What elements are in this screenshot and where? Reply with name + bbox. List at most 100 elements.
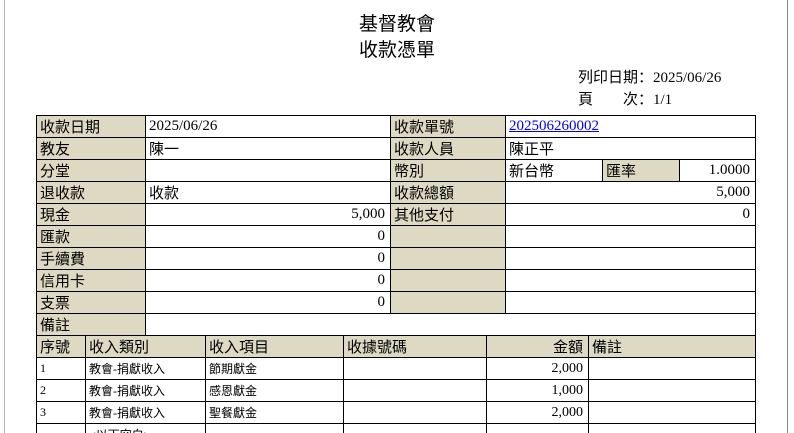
empty-label-cell [390, 269, 506, 292]
check-value: 0 [145, 291, 391, 314]
page-edge-left [4, 0, 5, 433]
detail-row-blank: <以下空白> [36, 423, 756, 433]
col-header-item: 收入項目 [205, 335, 344, 358]
detail-amount [486, 423, 589, 433]
empty-value-cell [504, 247, 757, 270]
currency-value: 新台幣 [505, 159, 603, 182]
table-row: 信用卡 0 [36, 269, 757, 292]
cash-value: 5,000 [145, 203, 391, 226]
page-edge-right [787, 0, 788, 433]
collector-value: 陳正平 [504, 137, 757, 160]
print-date-value: 2025/06/26 [653, 70, 722, 86]
col-header-category: 收入類別 [85, 335, 206, 358]
branch-label: 分堂 [36, 159, 146, 182]
table-row: 退收款 收款 收款總額 5,000 [36, 181, 757, 204]
detail-receipt-no [343, 379, 487, 402]
org-name: 基督教會 [358, 14, 435, 35]
check-label: 支票 [36, 291, 146, 314]
detail-item [205, 423, 344, 433]
table-row: 備註 [36, 313, 757, 336]
other-pay-value: 0 [504, 203, 757, 226]
detail-header-row: 序號 收入類別 收入項目 收據號碼 金額 備註 [36, 335, 756, 358]
other-pay-label: 其他支付 [390, 203, 506, 226]
fee-value: 0 [145, 247, 391, 270]
credit-card-label: 信用卡 [36, 269, 146, 292]
detail-no: 2 [36, 379, 86, 402]
member-label: 教友 [36, 137, 146, 160]
table-row: 支票 0 [36, 291, 757, 314]
detail-note [588, 379, 756, 402]
print-date-label: 列印日期： [578, 70, 654, 86]
branch-value [145, 159, 391, 182]
refund-label: 退收款 [36, 181, 146, 204]
page-number-label: 頁 次： [578, 92, 654, 108]
credit-card-value: 0 [145, 269, 391, 292]
detail-amount: 1,000 [486, 379, 589, 402]
print-info: 列印日期：2025/06/26 頁 次：1/1 [578, 67, 721, 111]
detail-no [36, 423, 86, 433]
note-value [144, 313, 757, 336]
col-header-amount: 金額 [486, 335, 589, 358]
collector-label: 收款人員 [390, 137, 506, 160]
table-row: 收款日期 2025/06/26 收款單號 202506260002 [36, 115, 757, 138]
receipt-date-label: 收款日期 [36, 115, 146, 138]
receipt-no-cell: 202506260002 [504, 115, 757, 138]
page-title: 基督教會 收款憑單 [0, 12, 794, 64]
total-label: 收款總額 [390, 181, 506, 204]
receipt-date-value: 2025/06/26 [145, 115, 391, 138]
table-row: 現金 5,000 其他支付 0 [36, 203, 757, 226]
page-number-value: 1/1 [653, 92, 673, 108]
fee-label: 手續費 [36, 247, 146, 270]
detail-receipt-no [343, 423, 487, 433]
empty-label-cell [390, 291, 506, 314]
refund-value: 收款 [145, 181, 391, 204]
receipt-info-table: 收款日期 2025/06/26 收款單號 202506260002 教友 陳一 … [36, 115, 757, 336]
receipt-no-label: 收款單號 [390, 115, 506, 138]
remittance-value: 0 [145, 225, 391, 248]
remittance-label: 匯款 [36, 225, 146, 248]
rate-value: 1.0000 [678, 159, 757, 182]
member-value: 陳一 [145, 137, 391, 160]
detail-category: 教會-捐獻收入 [85, 401, 206, 424]
detail-receipt-no [343, 401, 487, 424]
table-row: 匯款 0 [36, 225, 757, 248]
detail-note [588, 423, 756, 433]
col-header-receipt-no: 收據號碼 [343, 335, 487, 358]
detail-item: 聖餐獻金 [205, 401, 344, 424]
detail-item: 節期獻金 [205, 357, 344, 380]
detail-category: 教會-捐獻收入 [85, 379, 206, 402]
note-label: 備註 [36, 313, 146, 336]
detail-category: <以下空白> [85, 423, 206, 433]
detail-receipt-no [343, 357, 487, 380]
income-detail-table: 序號 收入類別 收入項目 收據號碼 金額 備註 1 教會-捐獻收入 節期獻金 2… [36, 335, 756, 433]
empty-value-cell [504, 225, 757, 248]
detail-amount: 2,000 [486, 357, 589, 380]
empty-value-cell [504, 291, 757, 314]
currency-label: 幣別 [390, 159, 506, 182]
col-header-no: 序號 [36, 335, 86, 358]
table-row: 教友 陳一 收款人員 陳正平 [36, 137, 757, 160]
detail-row: 2 教會-捐獻收入 感恩獻金 1,000 [36, 379, 756, 402]
page-number-line: 頁 次：1/1 [578, 89, 721, 111]
receipt-no-link[interactable]: 202506260002 [509, 118, 599, 134]
detail-no: 1 [36, 357, 86, 380]
doc-name: 收款憑單 [358, 40, 435, 61]
detail-item: 感恩獻金 [205, 379, 344, 402]
col-header-note: 備註 [588, 335, 756, 358]
rate-label: 匯率 [602, 159, 680, 182]
detail-row: 3 教會-捐獻收入 聖餐獻金 2,000 [36, 401, 756, 424]
detail-row: 1 教會-捐獻收入 節期獻金 2,000 [36, 357, 756, 380]
empty-label-cell [390, 225, 506, 248]
cash-label: 現金 [36, 203, 146, 226]
empty-label-cell [390, 247, 506, 270]
total-value: 5,000 [504, 181, 757, 204]
detail-amount: 2,000 [486, 401, 589, 424]
detail-note [588, 401, 756, 424]
detail-category: 教會-捐獻收入 [85, 357, 206, 380]
empty-value-cell [504, 269, 757, 292]
detail-note [588, 357, 756, 380]
table-row: 手續費 0 [36, 247, 757, 270]
print-date-line: 列印日期：2025/06/26 [578, 67, 721, 89]
table-row: 分堂 幣別 新台幣 匯率 1.0000 [36, 159, 757, 182]
